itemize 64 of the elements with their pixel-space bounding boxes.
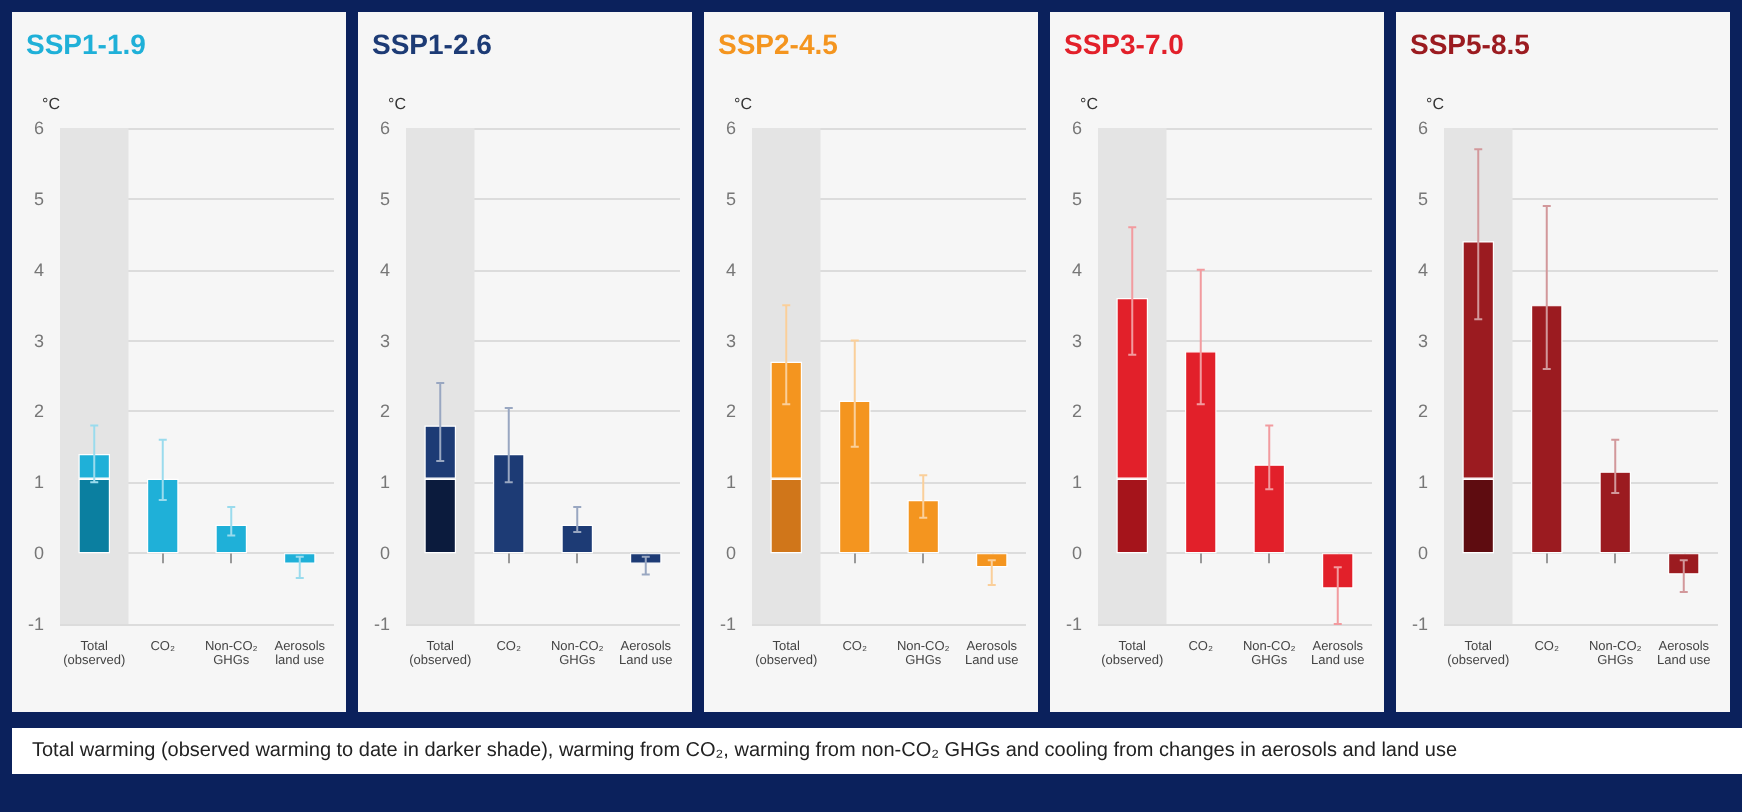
y-tick-label: 5 (1071, 188, 1082, 209)
y-tick-label: -1 (373, 614, 390, 634)
y-tick-label: 6 (379, 118, 390, 138)
bar (493, 453, 525, 554)
y-tick-label: 0 (379, 543, 390, 564)
y-tick-label: 4 (379, 259, 390, 280)
bar (147, 478, 179, 554)
bar (561, 524, 594, 554)
y-tick-label: 1 (379, 472, 390, 493)
y-tick-label: 0 (33, 543, 44, 564)
y-tick-label: 6 (33, 118, 44, 138)
bar (839, 400, 871, 554)
y-tick-label: 5 (1417, 188, 1428, 209)
y-tick-label: 1 (33, 472, 44, 493)
y-tick-label: 5 (725, 188, 736, 209)
y-tick-label: -1 (1065, 614, 1082, 634)
y-tick-label: 5 (379, 188, 390, 209)
chart-title: SSP1-2.6 (372, 28, 493, 60)
text: Total warming (observed warming to date in darker shade), warming from CO₂, warming from non-CO₂ GHGs and cooling from changes in aerosols and land use (32, 740, 1460, 762)
y-tick-label: 0 (725, 543, 736, 564)
y-tick-label: -1 (1411, 614, 1428, 634)
bar (1668, 553, 1700, 575)
y-tick-label: 4 (725, 259, 736, 280)
y-tick-label: 6 (725, 118, 736, 138)
y-tick-label: -1 (719, 614, 736, 634)
bar (1322, 553, 1354, 589)
bar (215, 524, 248, 554)
y-tick-label: 2 (1071, 401, 1082, 422)
y-tick-label: 6 (1071, 118, 1082, 138)
y-axis-title: °C (388, 95, 407, 113)
bar (907, 500, 940, 554)
y-tick-label: 3 (1071, 330, 1082, 351)
y-axis-title: °C (1426, 95, 1445, 113)
chart-title: SSP5-8.5 (1410, 28, 1531, 60)
bar (1253, 464, 1286, 554)
y-tick-label: 0 (1417, 543, 1428, 564)
y-tick-label: 1 (725, 472, 736, 493)
y-tick-label: 4 (1417, 259, 1428, 280)
y-tick-label: 2 (725, 401, 736, 422)
bar (1531, 305, 1563, 554)
chart-title: SSP1-1.9 (26, 28, 147, 60)
bar (1599, 471, 1632, 554)
bar (976, 553, 1008, 568)
y-axis-title: °C (1080, 95, 1099, 113)
chart-title: SSP2-4.5 (718, 28, 839, 60)
y-tick-label: 3 (33, 330, 44, 351)
y-tick-label: 3 (379, 330, 390, 351)
y-tick-label: 2 (1417, 401, 1428, 422)
y-tick-label: 1 (1417, 472, 1428, 493)
y-tick-label: 0 (1071, 543, 1082, 564)
y-axis-title: °C (42, 95, 61, 113)
y-tick-label: 5 (33, 188, 44, 209)
y-tick-label: 3 (725, 330, 736, 351)
y-tick-label: 3 (1417, 330, 1428, 351)
y-tick-label: 4 (33, 259, 44, 280)
y-tick-label: 6 (1417, 118, 1428, 138)
y-tick-label: 1 (1071, 472, 1082, 493)
y-tick-label: -1 (27, 614, 44, 634)
y-axis-title: °C (734, 95, 753, 113)
chart-title: SSP3-7.0 (1064, 28, 1185, 60)
y-tick-label: 2 (379, 401, 390, 422)
y-tick-label: 2 (33, 401, 44, 422)
bar (1185, 351, 1217, 554)
y-tick-label: 4 (1071, 259, 1082, 280)
